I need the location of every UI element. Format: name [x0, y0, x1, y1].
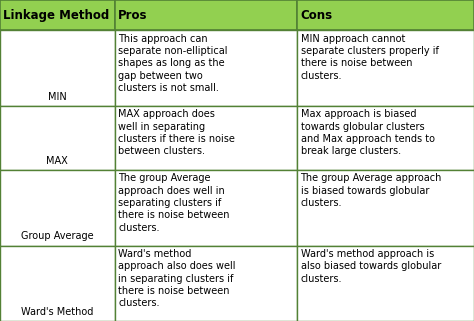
Bar — [297, 170, 474, 246]
Text: Ward's method
approach also does well
in separating clusters if
there is noise b: Ward's method approach also does well in… — [118, 249, 236, 308]
Bar — [297, 246, 474, 321]
Text: Ward's Method: Ward's Method — [21, 307, 93, 317]
Text: Group Average: Group Average — [21, 231, 94, 241]
Text: Ward's method approach is
also biased towards globular
clusters.: Ward's method approach is also biased to… — [301, 249, 441, 283]
Bar — [297, 106, 474, 170]
Text: MAX: MAX — [46, 156, 68, 166]
Bar — [0, 0, 115, 30]
Bar — [115, 246, 297, 321]
Text: MIN: MIN — [48, 92, 67, 102]
Text: This approach can
separate non-elliptical
shapes as long as the
gap between two
: This approach can separate non-elliptica… — [118, 34, 228, 93]
Bar — [0, 106, 115, 170]
Text: The group Average approach
is biased towards globular
clusters.: The group Average approach is biased tow… — [301, 173, 442, 208]
Bar — [297, 30, 474, 106]
Text: MAX approach does
well in separating
clusters if there is noise
between clusters: MAX approach does well in separating clu… — [118, 109, 235, 156]
Text: MIN approach cannot
separate clusters properly if
there is noise between
cluster: MIN approach cannot separate clusters pr… — [301, 34, 438, 81]
Text: Max approach is biased
towards globular clusters
and Max approach tends to
break: Max approach is biased towards globular … — [301, 109, 435, 156]
Bar — [0, 170, 115, 246]
Bar — [115, 30, 297, 106]
Bar — [297, 0, 474, 30]
Text: Cons: Cons — [301, 9, 333, 22]
Bar — [115, 0, 297, 30]
Bar — [115, 170, 297, 246]
Bar — [0, 246, 115, 321]
Bar — [0, 30, 115, 106]
Text: Linkage Method: Linkage Method — [3, 9, 109, 22]
Text: Pros: Pros — [118, 9, 147, 22]
Bar — [115, 106, 297, 170]
Text: The group Average
approach does well in
separating clusters if
there is noise be: The group Average approach does well in … — [118, 173, 229, 233]
